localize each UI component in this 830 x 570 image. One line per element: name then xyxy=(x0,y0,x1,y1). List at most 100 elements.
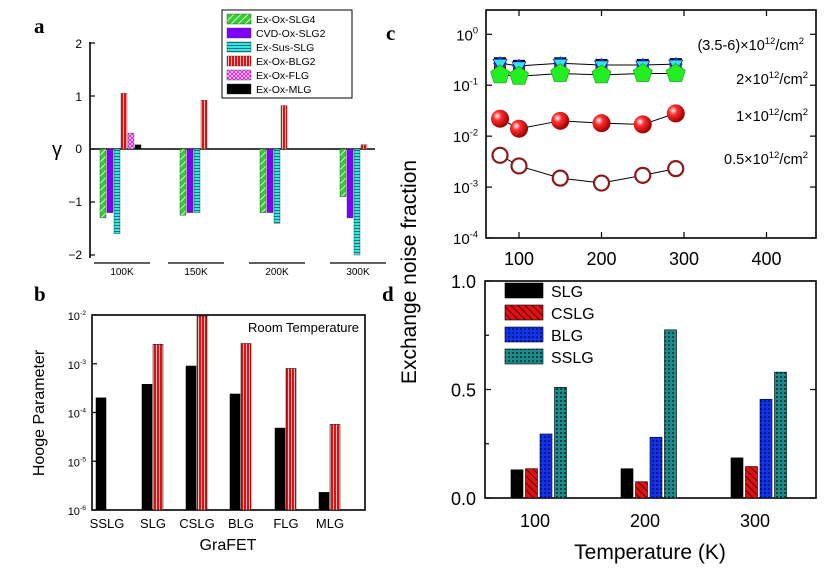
bar-d-SLG xyxy=(730,457,744,499)
chart-d-xtick: 100 xyxy=(520,511,550,531)
chart-c-marker-sphere xyxy=(510,119,528,138)
chart-d-xlabel: Temperature (K) xyxy=(574,541,726,564)
chart-a-ytick: −2 xyxy=(68,248,82,262)
bar-d-SSLG xyxy=(774,371,787,499)
bar-a-Ex-Sus-SLG xyxy=(113,148,121,235)
legend-d-swatch xyxy=(504,282,544,299)
chart-d-ytick: 0.0 xyxy=(451,489,476,509)
chart-c-frame xyxy=(485,9,817,239)
bar-a-Ex-Ox-SLG4 xyxy=(99,148,107,219)
chart-c-yticks: 100 10-1 10-2 10-3 10-4 xyxy=(453,26,816,248)
chart-d-xtick: 300 xyxy=(740,511,770,531)
chart-d: 1.0 0.5 0.0 100 200 300 SLG CSLG BLG SSLG Tempe… xyxy=(451,272,817,564)
bar-d-CSLG xyxy=(745,466,758,499)
bar-a-CVD-Ox-SLG2 xyxy=(186,148,194,213)
chart-a-xtick: 300K xyxy=(346,267,370,278)
chart-c-marker-open xyxy=(592,174,611,192)
chart-a: γ 2 1 0 −1 −2 100K 150K 200K 300K Ex-Ox-SLG… xyxy=(52,9,386,278)
chart-b-category-axis: SSLG SLG CSLG BLG FLG MLG xyxy=(90,516,344,531)
legend-a-swatch xyxy=(226,55,252,67)
chart-a-ytick: 0 xyxy=(75,142,82,156)
chart-c-marker-open xyxy=(667,160,685,178)
chart-c-series-label: 1×1012/cm2 xyxy=(736,107,808,125)
chart-b: Room Temperature Hooge Parameter GraFET … xyxy=(31,310,366,554)
chart-c-marker-open xyxy=(510,157,528,175)
chart-c-marker-open xyxy=(634,166,652,184)
panel-label-a: a xyxy=(34,14,45,38)
chart-c-marker-pentagon xyxy=(632,63,653,82)
bar-b-MLG xyxy=(318,492,330,511)
chart-c-marker-sphere xyxy=(491,109,510,128)
bar-b-CSLG xyxy=(185,365,197,511)
chart-b-xtick: FLG xyxy=(273,516,298,531)
chart-b-yticks: 10-2 10-3 10-4 10-5 10-6 xyxy=(68,310,97,518)
bar-b-MLG xyxy=(329,424,341,511)
chart-c-xticks: 100 200 300 400 xyxy=(504,10,782,269)
bar-a-Ex-Sus-SLG xyxy=(273,148,281,224)
chart-b-ylabel: Hooge Parameter xyxy=(31,349,48,476)
chart-b-frame xyxy=(91,314,366,511)
chart-b-title: Room Temperature xyxy=(248,320,359,335)
legend-d-label: SSLG xyxy=(551,350,594,367)
chart-c-marker-sphere xyxy=(633,115,652,134)
bar-d-SLG xyxy=(510,469,524,499)
bar-a-Ex-Ox-FLG xyxy=(127,132,135,150)
bar-d-BLG xyxy=(759,398,773,499)
chart-c-line xyxy=(499,62,676,67)
bar-d-SLG xyxy=(620,468,634,499)
legend-a-swatch xyxy=(226,13,252,25)
bar-a-CVD-Ox-SLG2 xyxy=(106,148,114,213)
chart-c-marker-pentagon xyxy=(665,63,686,82)
chart-a-ytick: 2 xyxy=(75,37,82,51)
chart-c-xtick: 100 xyxy=(504,249,534,269)
bar-a-Ex-Ox-SLG4 xyxy=(339,148,347,197)
chart-a-ylabel: γ xyxy=(52,139,62,161)
chart-b-ytick: 10-5 xyxy=(68,456,87,469)
bar-a-Ex-Ox-SLG4 xyxy=(259,148,267,213)
chart-c-xtick: 200 xyxy=(586,249,616,269)
chart-a-category-axis: 100K 150K 200K 300K xyxy=(90,42,386,278)
bar-a-Ex-Ox-SLG4 xyxy=(179,148,187,216)
bar-a-Ex-Sus-SLG xyxy=(193,148,201,213)
bar-a-CVD-Ox-SLG2 xyxy=(266,148,274,213)
legend-a-swatch xyxy=(226,41,252,53)
legend-a-swatch xyxy=(226,27,252,39)
chart-b-xtick: CSLG xyxy=(179,516,214,531)
chart-c-ytick: 10-1 xyxy=(453,76,478,95)
panel-label-b: b xyxy=(34,282,46,306)
chart-a-yticks: 2 1 0 −1 −2 xyxy=(68,37,82,262)
bar-b-BLG xyxy=(229,393,241,511)
chart-c-marker-pentagon xyxy=(509,65,529,85)
legend-a-swatch xyxy=(226,83,252,95)
chart-b-xlabel: GraFET xyxy=(200,537,257,554)
chart-c-marker-pentagon xyxy=(490,64,510,84)
legend-a-label: Ex-Ox-MLG xyxy=(256,84,311,96)
chart-d-xtick: 200 xyxy=(630,511,660,531)
bar-a-CVD-Ox-SLG2 xyxy=(346,148,354,219)
chart-c-marker-open xyxy=(551,169,569,187)
bar-d-CSLG xyxy=(525,468,538,499)
chart-d-ytick: 0.5 xyxy=(451,381,476,401)
legend-a-label: Ex-Ox-BLG2 xyxy=(256,56,316,68)
chart-d-legend: SLG CSLG BLG SSLG xyxy=(504,282,595,367)
chart-c-ytick: 10-3 xyxy=(453,178,478,197)
chart-a-bars xyxy=(99,93,368,256)
chart-c: 100 10-1 10-2 10-3 10-4 100 200 300 400 (3.5-6)… xyxy=(398,9,817,384)
bar-d-CSLG xyxy=(635,481,648,499)
chart-a-ytick: 1 xyxy=(75,90,82,104)
chart-c-series-label: (3.5-6)×1012/cm2 xyxy=(697,36,804,54)
chart-c-marker-sphere xyxy=(551,111,570,130)
bar-d-BLG xyxy=(649,436,663,499)
bar-b-SLG xyxy=(141,383,153,511)
legend-a-label: Ex-Sus-SLG xyxy=(256,42,314,54)
legend-d-swatch xyxy=(504,304,544,321)
panel-label-d: d xyxy=(382,282,394,306)
chart-b-xtick: BLG xyxy=(228,516,254,531)
bar-d-BLG xyxy=(539,433,553,499)
chart-b-ytick: 10-4 xyxy=(68,408,87,421)
legend-a-label: CVD-Ox-SLG2 xyxy=(256,28,326,40)
chart-c-series-label: 0.5×1012/cm2 xyxy=(724,150,808,168)
chart-c-series-label: 2×1012/cm2 xyxy=(736,70,808,88)
chart-a-legend: Ex-Ox-SLG4 CVD-Ox-SLG2 Ex-Sus-SLG Ex-Ox-BLG… xyxy=(221,9,353,99)
